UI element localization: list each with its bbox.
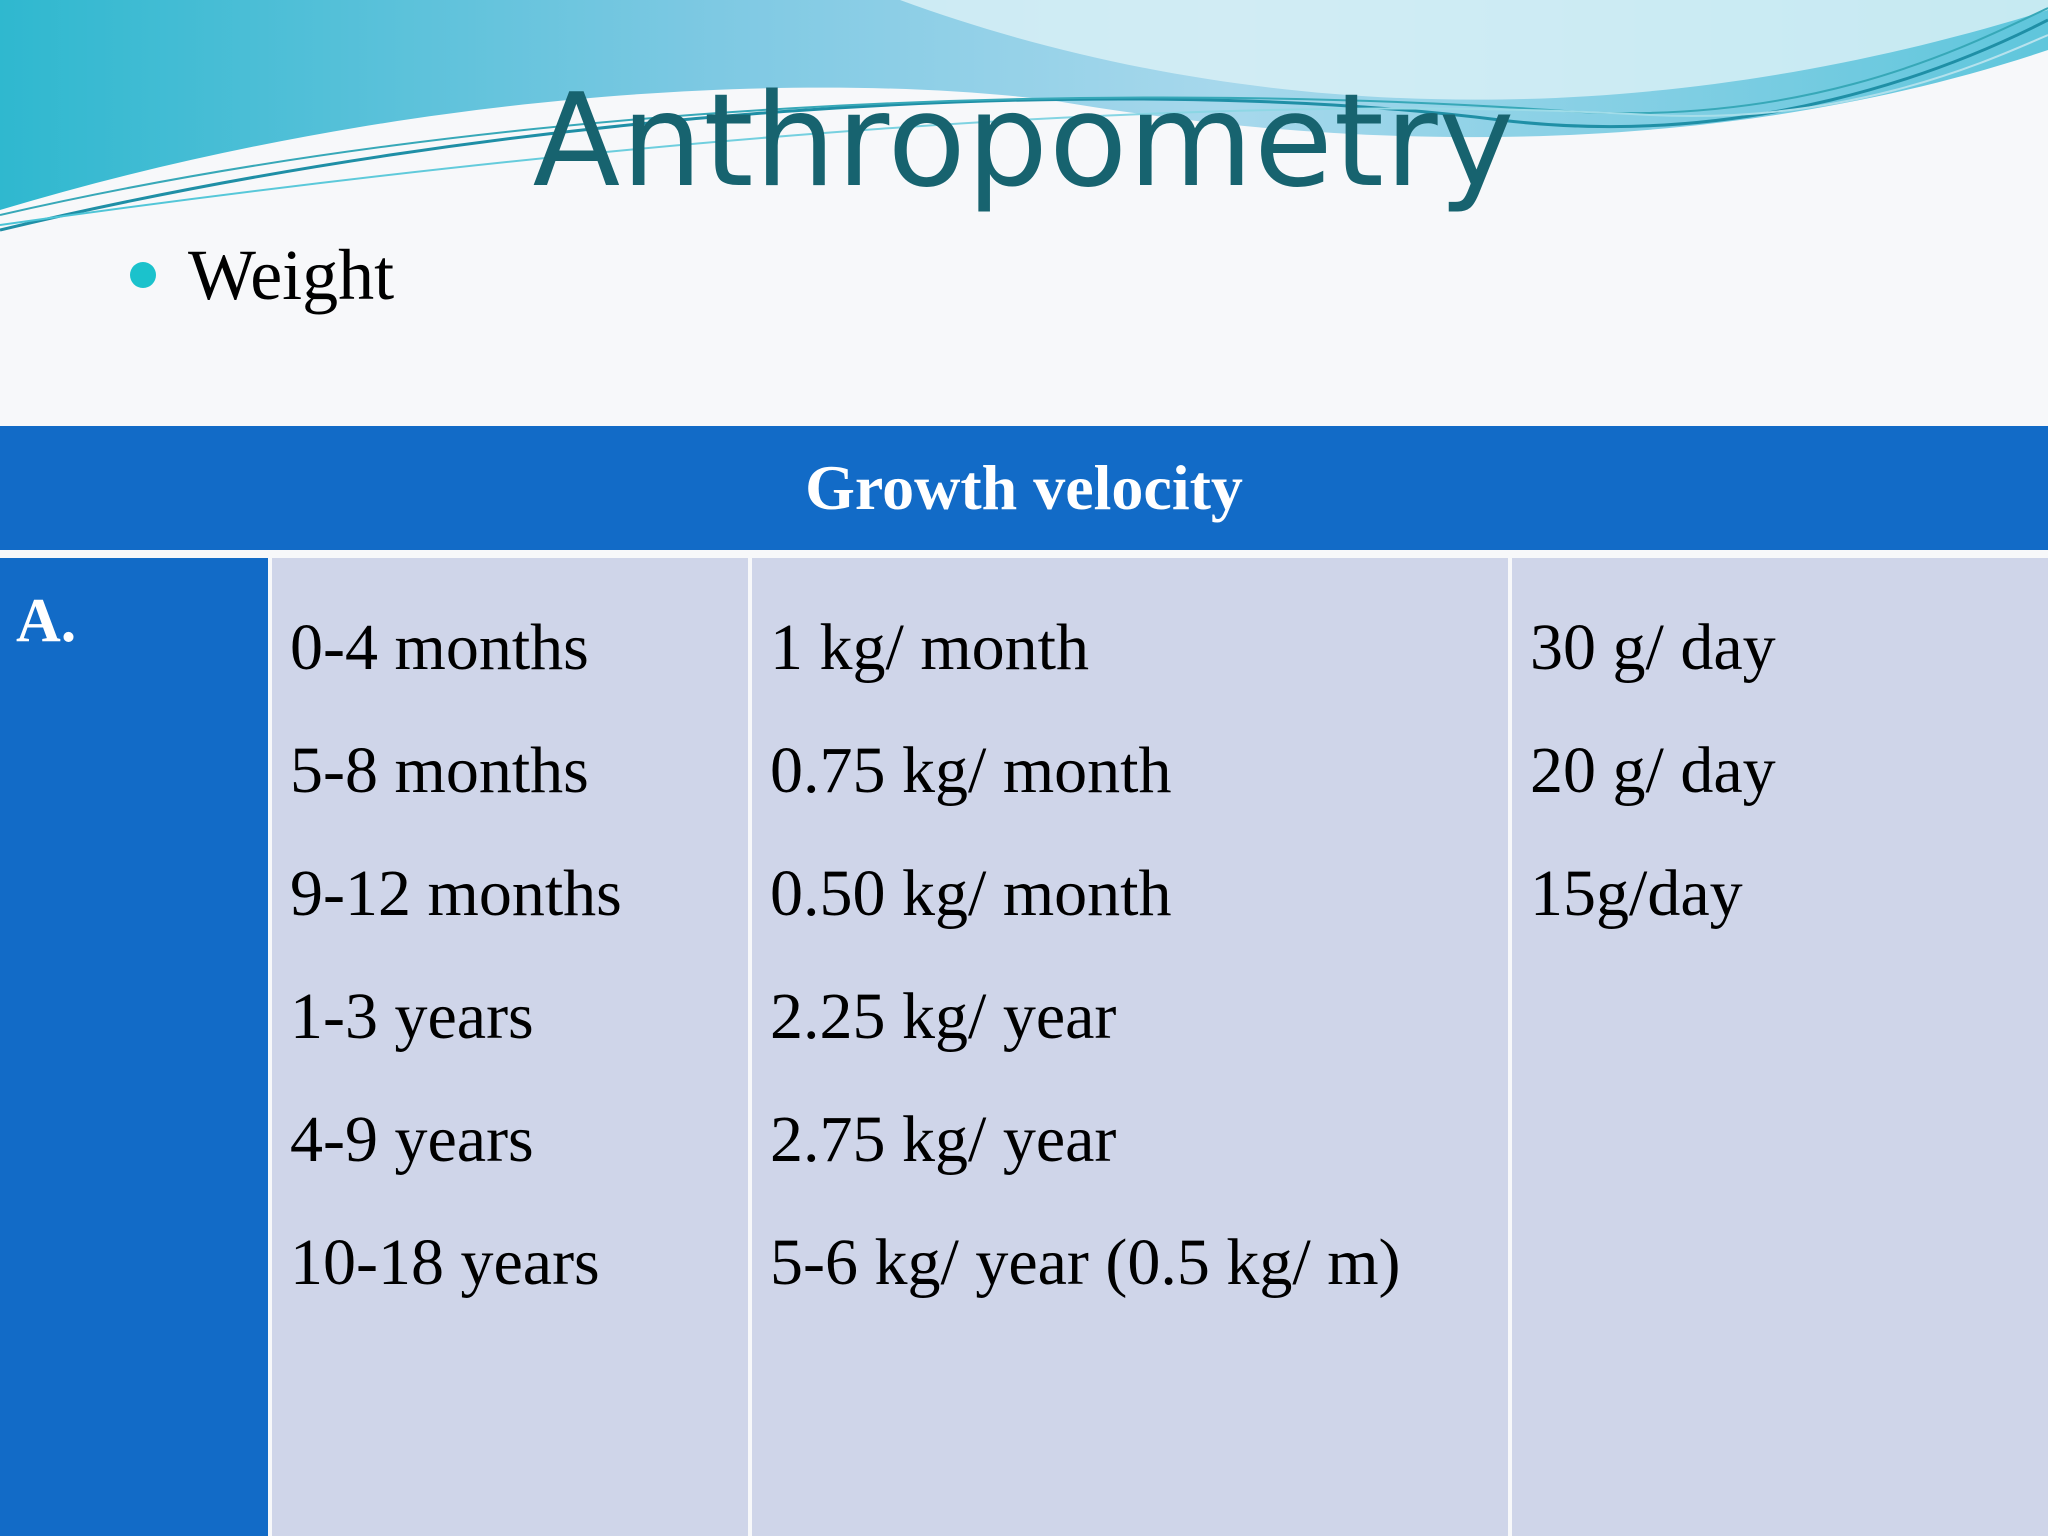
header-wave-decoration [0,0,2048,232]
slide-title: Anthropometry [532,67,1516,216]
rate-cell: 0.75 kg/ month [770,734,1172,807]
rate-cell: 2.25 kg/ year [770,980,1117,1053]
age-group-cell: 0-4 months [290,611,589,684]
rate-cell: 2.75 kg/ year [770,1103,1117,1176]
rate-cell: 1 kg/ month [770,611,1090,684]
bullet-text: Weight [188,235,395,315]
growth-velocity-table: Growth velocity A. 0-4 months 5-8 months… [0,426,2048,1536]
age-group-cell: 1-3 years [290,980,534,1053]
row-label-column: A. [0,558,268,1536]
rate-column: 1 kg/ month 0.75 kg/ month 0.50 kg/ mont… [752,558,1508,1536]
row-label: A. [16,587,77,655]
bullet-item: Weight [130,230,394,320]
age-group-column: 0-4 months 5-8 months 9-12 months 1-3 ye… [272,558,748,1536]
table-header: Growth velocity [0,426,2048,550]
age-group-cell: 10-18 years [290,1226,600,1299]
age-group-cell: 9-12 months [290,857,622,930]
age-group-cell: 5-8 months [290,734,589,807]
rate-cell: 0.50 kg/ month [770,857,1172,930]
age-group-cell: 4-9 years [290,1103,534,1176]
daily-rate-cell: 15g/day [1530,857,1743,930]
daily-rate-cell: 20 g/ day [1530,734,1776,807]
bullet-dot-icon [130,262,156,288]
rate-cell: 5-6 kg/ year (0.5 kg/ m) [770,1226,1401,1299]
daily-rate-cell: 30 g/ day [1530,611,1776,684]
daily-rate-column: 30 g/ day 20 g/ day 15g/day [1512,558,2048,1536]
